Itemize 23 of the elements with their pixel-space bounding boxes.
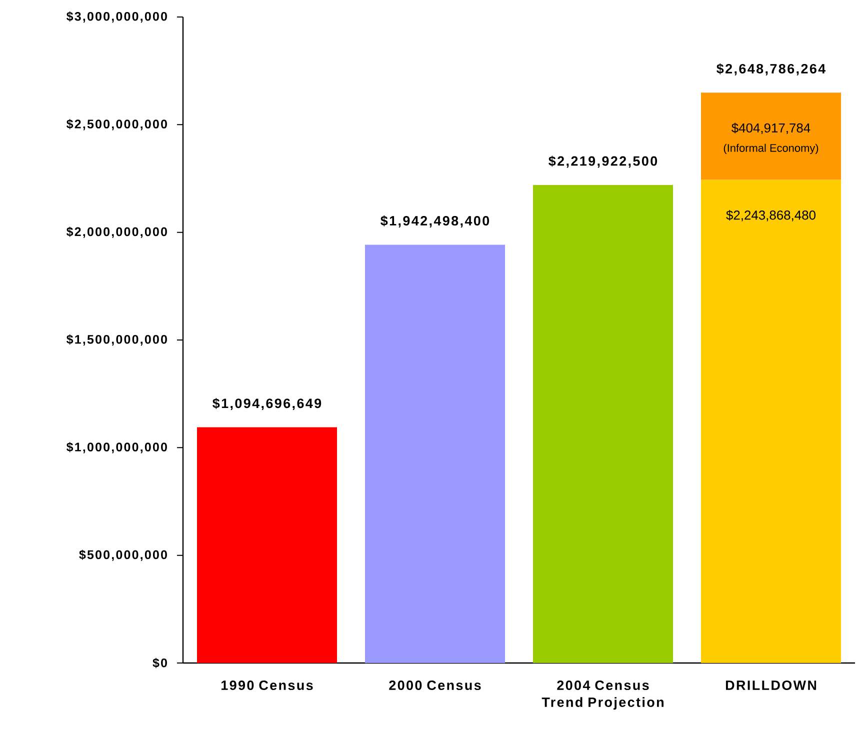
- x-tick-label: 2000 Census: [389, 680, 481, 690]
- annotation: (Informal Economy): [724, 144, 818, 154]
- bar: [701, 92, 842, 180]
- y-tick-label: $500,000,000: [79, 550, 167, 561]
- total-label: $2,648,786,264: [716, 63, 826, 76]
- data-label: $1,942,498,400: [380, 215, 490, 228]
- x-tick-label: 1990 Census: [222, 680, 313, 690]
- bar: [701, 180, 842, 663]
- bar: [197, 427, 338, 663]
- x-tick-label: 2004 Census Trend Projection: [542, 680, 664, 710]
- y-tick-label: $3,000,000,000: [66, 11, 167, 23]
- data-label: $1,094,696,649: [212, 398, 322, 410]
- data-label: $2,219,922,500: [548, 156, 658, 168]
- y-tick-label: $1,500,000,000: [66, 334, 167, 346]
- y-tick-label: $2,500,000,000: [66, 119, 167, 130]
- y-tick-label: $2,000,000,000: [66, 226, 167, 238]
- data-label: $2,243,868,480: [726, 210, 816, 222]
- bar: [365, 244, 506, 663]
- x-tick-label: DRILLDOWN: [726, 680, 816, 690]
- y-tick-label: $0: [152, 658, 167, 668]
- data-label: $404,917,784: [732, 122, 810, 134]
- bar: [533, 184, 674, 663]
- y-tick-label: $1,000,000,000: [66, 442, 167, 454]
